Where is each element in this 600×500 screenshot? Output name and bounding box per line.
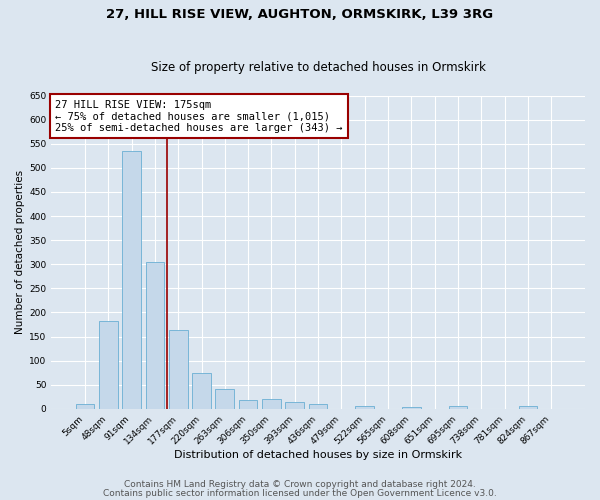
Bar (355, 406, 374, 409)
Title: Size of property relative to detached houses in Ormskirk: Size of property relative to detached ho… (151, 60, 485, 74)
Bar (122, 152, 141, 409)
Bar (286, 402, 304, 409)
Text: 27 HILL RISE VIEW: 175sqm
← 75% of detached houses are smaller (1,015)
25% of se: 27 HILL RISE VIEW: 175sqm ← 75% of detac… (55, 100, 343, 133)
Bar (402, 408, 421, 409)
Bar (76, 404, 94, 409)
Bar (239, 400, 257, 409)
Bar (215, 388, 234, 409)
Bar (99, 320, 118, 409)
Bar (169, 330, 188, 409)
X-axis label: Distribution of detached houses by size in Ormskirk: Distribution of detached houses by size … (174, 450, 462, 460)
Text: 27, HILL RISE VIEW, AUGHTON, ORMSKIRK, L39 3RG: 27, HILL RISE VIEW, AUGHTON, ORMSKIRK, L… (106, 8, 494, 20)
Text: Contains HM Land Registry data © Crown copyright and database right 2024.: Contains HM Land Registry data © Crown c… (124, 480, 476, 489)
Bar (449, 406, 467, 409)
Y-axis label: Number of detached properties: Number of detached properties (15, 170, 25, 334)
Bar (519, 406, 538, 409)
Bar (309, 404, 328, 409)
Bar (262, 399, 281, 409)
Bar (192, 373, 211, 409)
Bar (146, 262, 164, 409)
Text: Contains public sector information licensed under the Open Government Licence v3: Contains public sector information licen… (103, 488, 497, 498)
